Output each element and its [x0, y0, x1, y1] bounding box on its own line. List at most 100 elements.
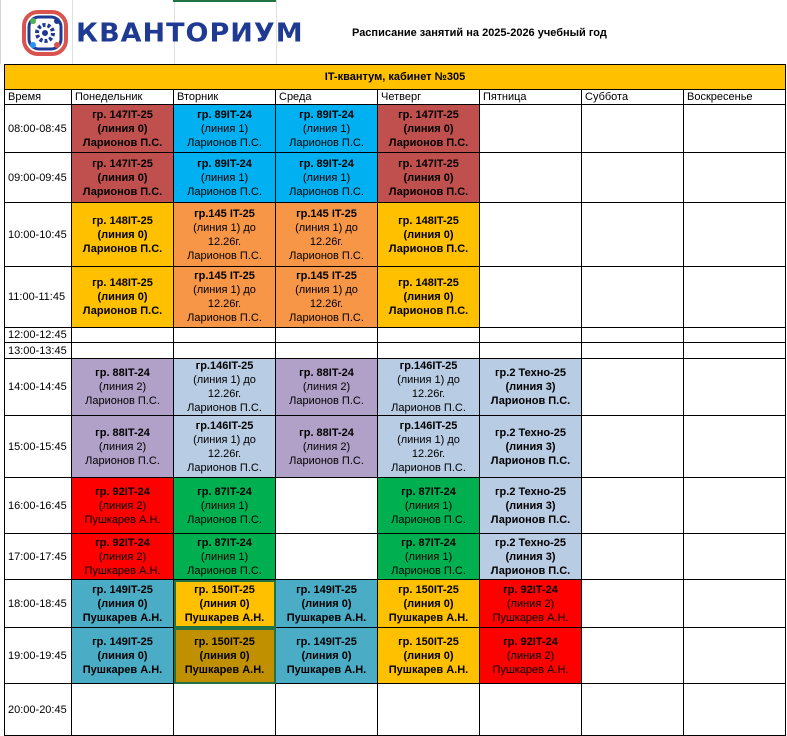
lesson-cell[interactable]: гр. 147IT-25 (линия 0) Ларионов П.С.	[377, 104, 480, 153]
lesson-cell[interactable]: гр. 148IT-25 (линия 0) Ларионов П.С.	[377, 202, 480, 267]
lesson-cell[interactable]: гр. 87IT-24 (линия 1) Ларионов П.С.	[377, 533, 480, 580]
lesson-cell[interactable]: гр. 147IT-25 (линия 0) Ларионов П.С.	[377, 152, 480, 203]
empty-cell[interactable]	[683, 104, 786, 153]
empty-cell[interactable]	[581, 266, 684, 328]
lesson-cell[interactable]: гр.145 IT-25 (линия 1) до 12.26г. Ларионов…	[173, 202, 276, 267]
empty-cell[interactable]	[683, 477, 786, 534]
time-slot[interactable]: 13:00-13:45	[4, 342, 72, 359]
empty-cell[interactable]	[683, 358, 786, 416]
lesson-cell[interactable]: гр. 88IT-24 (линия 2) Ларионов П.С.	[275, 415, 378, 478]
empty-cell[interactable]	[479, 202, 582, 267]
empty-cell[interactable]	[479, 266, 582, 328]
lesson-cell[interactable]: гр. 149IT-25 (линия 0) Пушкарев А.Н.	[275, 579, 378, 628]
column-header[interactable]: Четверг	[377, 89, 480, 105]
column-header[interactable]: Суббота	[581, 89, 684, 105]
column-header[interactable]: Воскресенье	[683, 89, 786, 105]
empty-cell[interactable]	[173, 327, 276, 343]
lesson-cell[interactable]: гр. 92IT-24 (линия 2) Пушкарев А.Н.	[479, 627, 582, 684]
empty-cell[interactable]	[377, 342, 480, 359]
lesson-cell[interactable]: гр.146IT-25 (линия 1) до 12.26г. Ларионов …	[377, 358, 480, 416]
lesson-cell[interactable]: гр. 92IT-24 (линия 2) Пушкарев А.Н.	[71, 533, 174, 580]
lesson-cell[interactable]: гр.2 Техно-25 (линия 3) Ларионов П.С.	[479, 415, 582, 478]
lesson-cell[interactable]: гр.146IT-25 (линия 1) до 12.26г. Ларионов …	[173, 415, 276, 478]
time-slot[interactable]: 19:00-19:45	[4, 627, 72, 684]
empty-cell[interactable]	[275, 533, 378, 580]
lesson-cell[interactable]: гр. 148IT-25 (линия 0) Ларионов П.С.	[71, 202, 174, 267]
time-slot[interactable]: 09:00-09:45	[4, 152, 72, 203]
lesson-cell[interactable]: гр. 150IT-25 (линия 0) Пушкарев А.Н.	[377, 579, 480, 628]
empty-cell[interactable]	[683, 579, 786, 628]
empty-cell[interactable]	[581, 202, 684, 267]
empty-cell[interactable]	[479, 327, 582, 343]
empty-cell[interactable]	[581, 327, 684, 343]
time-slot[interactable]: 08:00-08:45	[4, 104, 72, 153]
empty-cell[interactable]	[479, 152, 582, 203]
time-slot[interactable]: 18:00-18:45	[4, 579, 72, 628]
empty-cell[interactable]	[581, 342, 684, 359]
time-slot[interactable]: 12:00-12:45	[4, 327, 72, 343]
empty-cell[interactable]	[683, 533, 786, 580]
lesson-cell[interactable]: гр. 150IT-25 (линия 0) Пушкарев А.Н.	[173, 627, 276, 684]
empty-cell[interactable]	[683, 152, 786, 203]
lesson-cell[interactable]: гр.145 IT-25 (линия 1) до 12.26г. Ларионов…	[275, 266, 378, 328]
lesson-cell[interactable]: гр. 147IT-25 (линия 0) Ларионов П.С.	[71, 104, 174, 153]
empty-cell[interactable]	[173, 342, 276, 359]
lesson-cell[interactable]: гр. 87IT-24 (линия 1) Ларионов П.С.	[377, 477, 480, 534]
lesson-cell[interactable]: гр. 88IT-24 (линия 2) Ларионов П.С.	[71, 358, 174, 416]
lesson-cell[interactable]: гр. 148IT-25 (линия 0) Ларионов П.С.	[377, 266, 480, 328]
empty-cell[interactable]	[683, 415, 786, 478]
empty-cell[interactable]	[71, 342, 174, 359]
empty-cell[interactable]	[581, 533, 684, 580]
empty-cell[interactable]	[581, 152, 684, 203]
lesson-cell[interactable]: гр. 88IT-24 (линия 2) Ларионов П.С.	[71, 415, 174, 478]
lesson-cell[interactable]: гр. 88IT-24 (линия 2) Ларионов П.С.	[275, 358, 378, 416]
column-header[interactable]: Среда	[275, 89, 378, 105]
time-slot[interactable]: 14:00-14:45	[4, 358, 72, 416]
lesson-cell[interactable]: гр. 149IT-25 (линия 0) Пушкарев А.Н.	[275, 627, 378, 684]
lesson-cell[interactable]: гр. 89IT-24 (линия 1) Ларионов П.С.	[173, 104, 276, 153]
lesson-cell[interactable]: гр. 89IT-24 (линия 1) Ларионов П.С.	[275, 104, 378, 153]
time-slot[interactable]: 11:00-11:45	[4, 266, 72, 328]
lesson-cell[interactable]: гр. 150IT-25 (линия 0) Пушкарев А.Н.	[377, 627, 480, 684]
lesson-cell[interactable]: гр. 149IT-25 (линия 0) Пушкарев А.Н.	[71, 627, 174, 684]
lesson-cell[interactable]: гр. 149IT-25 (линия 0) Пушкарев А.Н.	[71, 579, 174, 628]
lesson-cell[interactable]: гр.2 Техно-25 (линия 3) Ларионов П.С.	[479, 477, 582, 534]
lesson-cell[interactable]: гр. 147IT-25 (линия 0) Ларионов П.С.	[71, 152, 174, 203]
time-slot[interactable]: 17:00-17:45	[4, 533, 72, 580]
lesson-cell[interactable]: гр.2 Техно-25 (линия 3) Ларионов П.С.	[479, 358, 582, 416]
empty-cell[interactable]	[581, 104, 684, 153]
empty-cell[interactable]	[581, 477, 684, 534]
lesson-cell[interactable]: гр. 89IT-24 (линия 1) Ларионов П.С.	[173, 152, 276, 203]
time-slot[interactable]: 10:00-10:45	[4, 202, 72, 267]
column-header[interactable]: Вторник	[173, 89, 276, 105]
lesson-cell[interactable]: гр.2 Техно-25 (линия 3) Ларионов П.С.	[479, 533, 582, 580]
empty-cell[interactable]	[683, 327, 786, 343]
lesson-cell[interactable]: гр. 148IT-25 (линия 0) Ларионов П.С.	[71, 266, 174, 328]
empty-cell[interactable]	[275, 327, 378, 343]
empty-cell[interactable]	[683, 202, 786, 267]
lesson-cell[interactable]: гр. 89IT-24 (линия 1) Ларионов П.С.	[275, 152, 378, 203]
column-header[interactable]: Время	[4, 89, 72, 105]
lesson-cell[interactable]: гр. 87IT-24 (линия 1) Ларионов П.С.	[173, 533, 276, 580]
empty-cell[interactable]	[377, 327, 480, 343]
empty-cell[interactable]	[71, 327, 174, 343]
lesson-cell[interactable]: гр.146IT-25 (линия 1) до 12.26г. Ларионов …	[173, 358, 276, 416]
empty-cell[interactable]	[479, 342, 582, 359]
room-banner[interactable]: IT-квантум, кабинет №305	[4, 64, 786, 90]
empty-cell[interactable]	[275, 477, 378, 534]
empty-cell[interactable]	[275, 342, 378, 359]
empty-cell[interactable]	[683, 266, 786, 328]
lesson-cell[interactable]: гр. 92IT-24 (линия 2) Пушкарев А.Н.	[479, 579, 582, 628]
lesson-cell[interactable]: гр.145 IT-25 (линия 1) до 12.26г. Ларионов…	[275, 202, 378, 267]
lesson-cell[interactable]: гр. 150IT-25 (линия 0) Пушкарев А.Н.	[173, 579, 276, 628]
empty-cell[interactable]	[71, 683, 174, 736]
time-slot[interactable]: 15:00-15:45	[4, 415, 72, 478]
column-header[interactable]: Понедельник	[71, 89, 174, 105]
empty-cell[interactable]	[479, 104, 582, 153]
empty-cell[interactable]	[581, 358, 684, 416]
lesson-cell[interactable]: гр.145 IT-25 (линия 1) до 12.26г. Ларионов…	[173, 266, 276, 328]
lesson-cell[interactable]: гр.146IT-25 (линия 1) до 12.26г. Ларионов …	[377, 415, 480, 478]
empty-cell[interactable]	[581, 415, 684, 478]
empty-cell[interactable]	[581, 627, 684, 684]
empty-cell[interactable]	[581, 579, 684, 628]
